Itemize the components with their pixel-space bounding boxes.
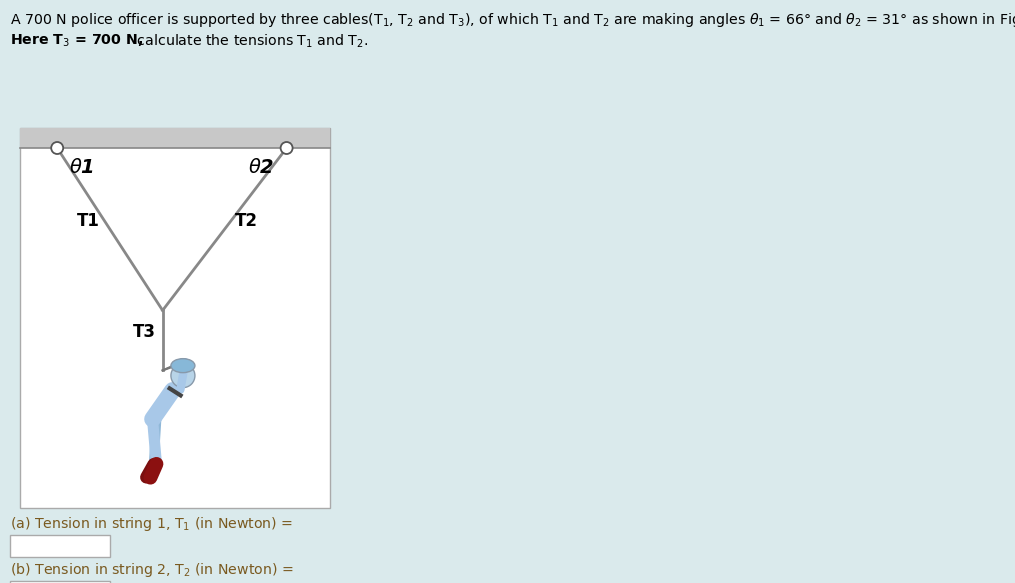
Bar <box>20 128 330 508</box>
Text: T3: T3 <box>133 324 155 342</box>
Bar <box>20 128 330 148</box>
Circle shape <box>171 364 195 388</box>
Text: T1: T1 <box>76 212 99 230</box>
Text: calculate the tensions T$_1$ and T$_2$.: calculate the tensions T$_1$ and T$_2$. <box>128 33 368 50</box>
Text: (b) Tension in string 2, T$_2$ (in Newton) =: (b) Tension in string 2, T$_2$ (in Newto… <box>10 561 293 579</box>
Ellipse shape <box>171 359 195 373</box>
Text: $\theta$1: $\theta$1 <box>69 158 94 177</box>
Bar <box>10 535 110 557</box>
Text: Here T$_3$ = 700 N,: Here T$_3$ = 700 N, <box>10 33 143 50</box>
Bar <box>10 581 110 583</box>
Text: A 700 N police officer is supported by three cables(T$_1$, T$_2$ and T$_3$), of : A 700 N police officer is supported by t… <box>10 11 1015 29</box>
Text: T2: T2 <box>235 212 258 230</box>
Text: (a) Tension in string 1, T$_1$ (in Newton) =: (a) Tension in string 1, T$_1$ (in Newto… <box>10 515 293 533</box>
Circle shape <box>51 142 63 154</box>
Text: $\theta$2: $\theta$2 <box>249 158 275 177</box>
Circle shape <box>280 142 292 154</box>
